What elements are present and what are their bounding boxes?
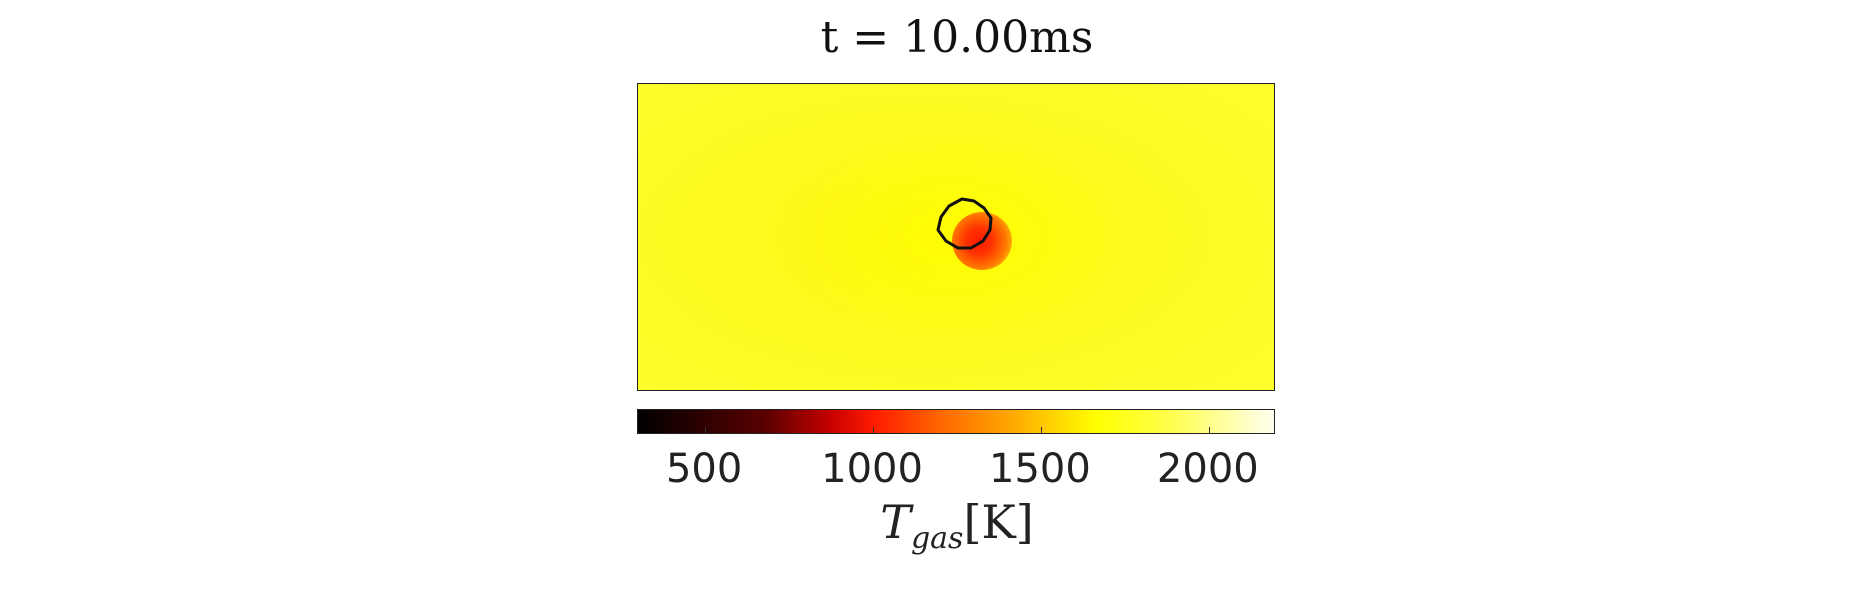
colorbar-tick-label-1000: 1000 bbox=[821, 446, 923, 492]
temperature-heatmap bbox=[637, 83, 1275, 391]
colorbar-label: Tgas[K] bbox=[837, 495, 1077, 556]
contour-line bbox=[936, 197, 993, 250]
colorbar-label-symbol: T bbox=[880, 495, 911, 549]
colorbar bbox=[637, 409, 1275, 434]
colorbar-tick bbox=[705, 427, 707, 433]
colorbar-label-subscript: gas bbox=[910, 521, 964, 557]
chart-title: t = 10.00ms bbox=[820, 12, 1094, 63]
colorbar-tick-label-2000: 2000 bbox=[1156, 446, 1259, 492]
colorbar-tick bbox=[1040, 427, 1042, 433]
ignition-contour bbox=[936, 197, 993, 250]
colorbar-tick-label-500: 500 bbox=[665, 446, 743, 492]
colorbar-tick bbox=[1208, 427, 1210, 433]
colorbar-label-unit: [K] bbox=[963, 495, 1034, 549]
colorbar-tick bbox=[873, 427, 875, 433]
colorbar-tick-label-1500: 1500 bbox=[989, 446, 1091, 492]
